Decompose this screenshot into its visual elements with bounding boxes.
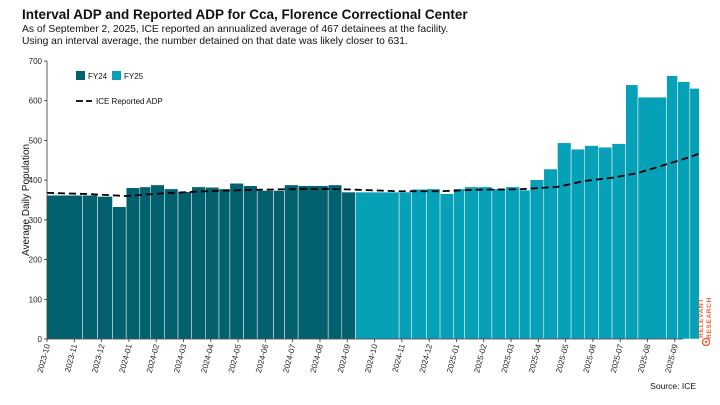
relevant-research-logo: RELEVANT RESEARCH	[698, 297, 713, 346]
bar-fy25-14	[570, 148, 585, 340]
source-note: Source: ICE	[650, 381, 696, 391]
x-tick-label: 2024-02	[145, 343, 161, 374]
bar-fy24-11	[218, 188, 231, 340]
y-axis-label: Average Daily Population	[21, 144, 32, 256]
bar-fy24-5	[139, 186, 151, 340]
x-tick-label: 2023-11	[63, 343, 79, 374]
bar-fy25-0	[355, 191, 400, 340]
bar-fy24-14	[256, 190, 274, 340]
bar-fy24-17	[297, 185, 329, 340]
y-tick-label: 200	[29, 256, 43, 265]
bar-fy24-6	[150, 184, 165, 340]
y-tick-label: 0	[38, 335, 43, 344]
legend-swatch-fy25	[112, 71, 121, 80]
bar-fy25-6	[464, 186, 479, 340]
bar-fy25-15	[584, 145, 599, 340]
y-tick-label: 400	[29, 176, 43, 185]
page-title: Interval ADP and Reported ADP for Cca, F…	[22, 7, 468, 22]
bar-fy25-7	[478, 186, 493, 340]
x-tick-label: 2025-07	[609, 343, 625, 374]
bar-fy24-12	[229, 183, 244, 340]
brand-line-2: RESEARCH	[706, 297, 713, 339]
x-tick-label: 2024-05	[227, 343, 243, 374]
bar-fy25-3	[426, 188, 441, 340]
x-tick-label: 2025-01	[445, 343, 461, 374]
x-tick-label: 2025-08	[636, 343, 652, 374]
legend-label-fy24: FY24	[88, 72, 108, 81]
bar-fy25-20	[666, 75, 678, 340]
x-tick-label: 2024-04	[199, 343, 215, 374]
x-tick-label: 2025-05	[554, 343, 570, 374]
bar-fy25-4	[439, 193, 454, 340]
bar-fy25-17	[611, 143, 626, 340]
bar-fy24-1	[82, 194, 98, 340]
subtitle-line-1: As of September 2, 2025, ICE reported an…	[22, 24, 449, 35]
bars-layer	[46, 75, 700, 340]
bar-fy24-18	[327, 184, 343, 340]
bar-fy24-15	[273, 190, 285, 340]
x-tick-label: 2025-02	[472, 343, 488, 374]
bar-fy24-2	[97, 196, 113, 340]
legend-label-fy25: FY25	[124, 72, 144, 81]
bar-fy25-10	[518, 189, 531, 340]
bar-fy25-22	[689, 88, 700, 340]
bar-fy24-10	[205, 187, 220, 340]
x-tick-label: 2025-09	[663, 343, 679, 374]
bar-fy24-7	[164, 188, 179, 340]
bar-fy25-16	[598, 146, 613, 340]
x-tick-label: 2024-09	[336, 343, 352, 374]
x-tick-label: 2024-06	[254, 343, 270, 374]
bar-fy25-9	[505, 186, 520, 340]
brand-line-1: RELEVANT	[698, 298, 705, 338]
x-tick-label: 2024-11	[391, 343, 407, 374]
bar-fy24-19	[341, 191, 356, 340]
reported-adp-line	[46, 152, 700, 197]
bar-fy25-19	[637, 96, 667, 340]
x-tick-label: 2025-06	[582, 343, 598, 374]
bar-fy24-0	[46, 194, 83, 340]
bar-fy25-11	[529, 179, 545, 340]
bar-fy25-12	[543, 168, 558, 340]
x-tick-label: 2025-04	[527, 343, 543, 374]
x-tick-label: 2023-10	[36, 343, 52, 374]
bar-fy25-5	[453, 188, 465, 340]
bar-fy24-13	[243, 185, 258, 340]
bar-fy25-8	[491, 188, 506, 340]
legend: FY24 FY25 ICE Reported ADP	[76, 71, 163, 106]
y-tick-label: 100	[29, 295, 43, 304]
subtitle: As of September 2, 2025, ICE reported an…	[22, 24, 448, 48]
x-tick-label: 2024-08	[309, 343, 325, 374]
x-tick-label: 2025-03	[500, 343, 516, 374]
reported-adp-line-layer	[46, 152, 700, 197]
subtitle-line-2: Using an interval average, the number de…	[22, 36, 408, 47]
bar-fy25-2	[411, 189, 427, 340]
x-tick-label: 2024-12	[418, 343, 434, 374]
bar-fy24-4	[125, 187, 141, 340]
x-tick-label: 2024-03	[172, 343, 188, 374]
y-tick-label: 700	[29, 57, 43, 66]
bar-fy25-1	[398, 191, 412, 340]
x-tick-label: 2024-01	[118, 343, 134, 374]
bar-fy24-16	[284, 184, 299, 340]
bar-fy24-9	[191, 186, 206, 340]
legend-label-reported-adp: ICE Reported ADP	[96, 97, 163, 106]
x-tick-label: 2023-12	[90, 343, 106, 374]
bar-fy25-21	[677, 81, 691, 340]
brand-mark-icon	[701, 337, 711, 346]
bar-fy25-13	[557, 142, 572, 340]
y-tick-label: 500	[29, 136, 43, 145]
bar-fy24-8	[177, 191, 192, 340]
x-tick-label: 2024-07	[281, 343, 297, 374]
y-tick-label: 300	[29, 216, 43, 225]
bar-fy24-3	[112, 206, 127, 340]
y-tick-label: 600	[29, 97, 43, 106]
bar-fy25-18	[625, 84, 639, 340]
x-tick-label: 2024-10	[363, 343, 379, 374]
legend-swatch-fy24	[76, 71, 85, 80]
